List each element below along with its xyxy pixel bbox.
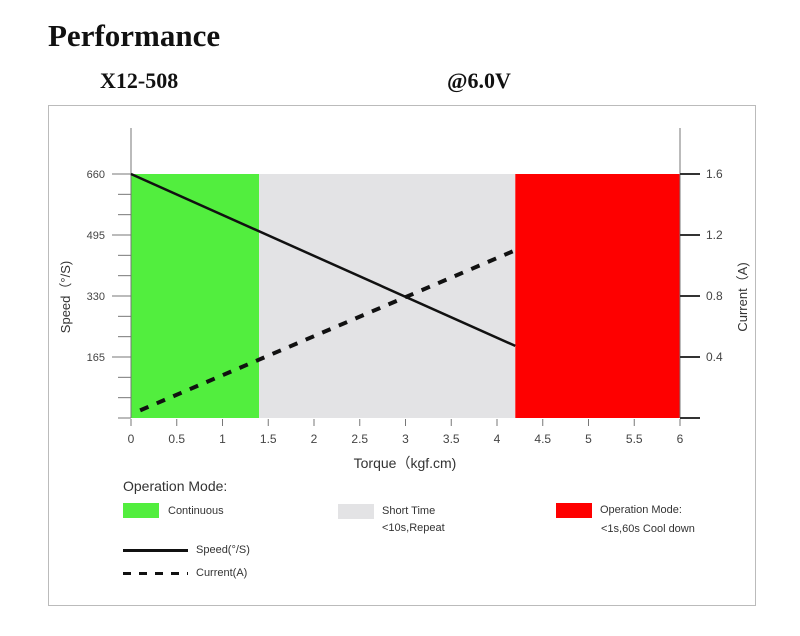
- x-tick-label: 1: [219, 432, 226, 446]
- x-tick-label: 1.5: [260, 432, 277, 446]
- x-tick-label: 2: [311, 432, 318, 446]
- legend-op-mode: Operation Mode:: [600, 504, 682, 516]
- legend-swatch-op-mode: [556, 503, 592, 518]
- y2-axis-label: Current（A): [735, 262, 750, 331]
- legend-op-mode-note: <1s,60s Cool down: [601, 523, 695, 535]
- y2-tick-label: 1.2: [706, 228, 723, 242]
- region-continuous: [131, 174, 260, 418]
- legend-speed-line: [123, 549, 188, 552]
- legend-title: Operation Mode:: [123, 478, 228, 494]
- y2-tick-label: 0.8: [706, 289, 723, 303]
- y2-tick-label: 1.6: [706, 167, 723, 181]
- page-title: Performance: [48, 18, 221, 53]
- x-axis-label: Torque（kgf.cm): [354, 455, 457, 471]
- legend-current-line: [123, 572, 188, 575]
- x-tick-label: 3.5: [443, 432, 460, 446]
- x-tick-label: 6: [677, 432, 684, 446]
- y-tick-label: 165: [87, 352, 105, 364]
- voltage-label: @6.0V: [447, 68, 511, 93]
- legend-short-time-note: <10s,Repeat: [382, 522, 445, 534]
- chart-frame: [48, 105, 756, 606]
- region-short-time: [259, 174, 516, 418]
- region-operation-mode: [515, 174, 680, 418]
- y-tick-label: 660: [87, 169, 105, 181]
- legend-speed: Speed(°/S): [196, 544, 250, 556]
- y-tick-label: 495: [87, 230, 105, 242]
- x-tick-label: 4: [494, 432, 501, 446]
- series-speed-line: [130, 172, 516, 348]
- legend-swatch-short-time: [338, 504, 374, 519]
- y-tick-label: 330: [87, 291, 105, 303]
- legend-continuous: Continuous: [168, 505, 224, 517]
- x-tick-label: 5.5: [626, 432, 643, 446]
- x-tick-label: 0: [128, 432, 135, 446]
- legend-current: Current(A): [196, 567, 248, 579]
- x-tick-label: 5: [585, 432, 592, 446]
- x-tick-label: 2.5: [351, 432, 368, 446]
- x-tick-label: 4.5: [534, 432, 551, 446]
- y-axis-label: Speed（°/S): [58, 261, 73, 333]
- series-current-line: [139, 248, 517, 413]
- model-label: X12-508: [100, 68, 179, 93]
- legend-short-time: Short Time: [382, 505, 436, 517]
- x-tick-label: 3: [402, 432, 409, 446]
- legend-swatch-continuous: [123, 503, 159, 518]
- x-tick-label: 0.5: [168, 432, 185, 446]
- y2-tick-label: 0.4: [706, 350, 723, 364]
